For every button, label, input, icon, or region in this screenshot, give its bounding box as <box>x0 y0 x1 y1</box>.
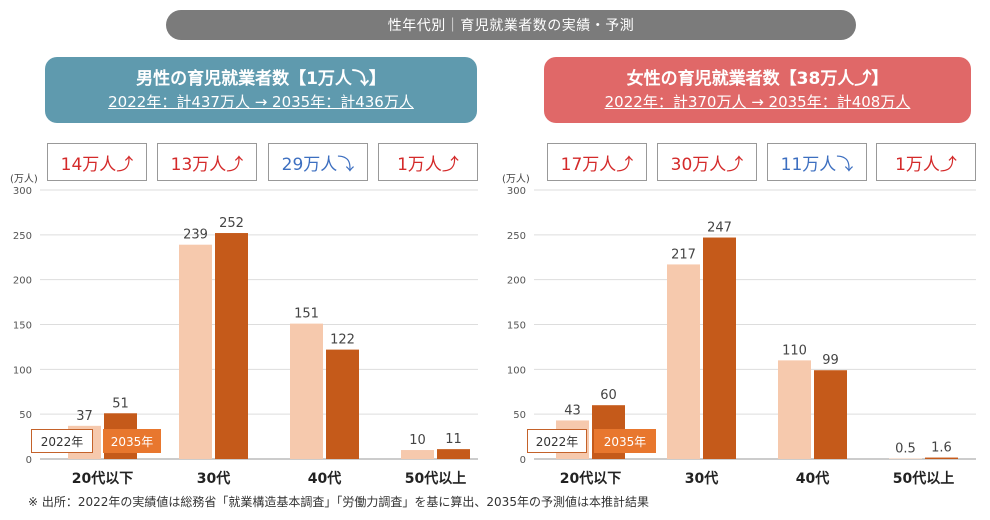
male-subtitle: 2022年：計437万人 → 2035年：計436万人 <box>108 93 414 111</box>
bar-2022 <box>778 360 811 459</box>
female-title: 女性の育児就業者数【38万人⤴】 <box>626 69 889 89</box>
bar-value-label: 0.5 <box>895 442 916 457</box>
y-tick-label: 250 <box>507 231 526 242</box>
x-category-label: 30代 <box>685 470 718 487</box>
bar-value-label: 60 <box>600 388 617 403</box>
charts-canvas: (万人)050100150200250300375120代以下23925230代… <box>10 173 976 487</box>
y-tick-label: 150 <box>507 321 526 332</box>
y-tick-label: 250 <box>13 231 32 242</box>
male-change-50s: 1万人⤴ <box>378 143 478 181</box>
legend-2035-female: 2035年 <box>594 429 656 453</box>
bar-2022 <box>667 264 700 459</box>
y-tick-label: 50 <box>19 410 32 421</box>
bar-value-label: 239 <box>183 228 208 243</box>
bar-value-label: 11 <box>445 432 462 447</box>
bar-2035 <box>925 457 958 459</box>
y-tick-label: 300 <box>13 186 32 197</box>
female-change-50s: 1万人⤴ <box>876 143 976 181</box>
male-change-40s: 29万人⤵ <box>268 143 368 181</box>
legend-2035-male: 2035年 <box>103 429 161 453</box>
x-category-label: 40代 <box>796 470 829 487</box>
page-title: 性年代別｜育児就業者数の実績・予測 <box>166 10 856 40</box>
female-subtitle: 2022年：計370万人 → 2035年：計408万人 <box>604 93 911 111</box>
y-tick-label: 300 <box>507 186 526 197</box>
female-header: 女性の育児就業者数【38万人⤴】 2022年：計370万人 → 2035年：計4… <box>544 57 971 123</box>
female-bar-chart: (万人) 0 50 100 150 200 250 300 43 60 20代以下 217 247 30代… <box>502 173 976 487</box>
male-header: 男性の育児就業者数【1万人⤵】 2022年：計437万人 → 2035年：計43… <box>45 57 477 123</box>
x-category-label: 20代以下 <box>560 470 621 487</box>
bar-value-label: 10 <box>409 433 426 448</box>
bar-value-label: 37 <box>76 409 93 424</box>
x-category-label: 50代以上 <box>405 470 466 487</box>
bar-value-label: 1.6 <box>931 441 952 456</box>
bar-2035 <box>326 349 359 459</box>
y-tick-label: 0 <box>26 455 32 466</box>
y-tick-label: 100 <box>13 365 32 376</box>
x-category-label: 30代 <box>197 470 230 487</box>
bar-value-label: 217 <box>671 247 696 262</box>
y-tick-label: 100 <box>507 365 526 376</box>
unit-label: (万人) <box>502 173 530 185</box>
female-change-20s: 17万人⤴ <box>547 143 647 181</box>
bar-value-label: 247 <box>707 221 732 236</box>
female-change-30s: 30万人⤴ <box>657 143 757 181</box>
x-category-label: 20代以下 <box>72 470 133 487</box>
bar-2022 <box>179 244 212 459</box>
y-tick-label: 0 <box>520 455 526 466</box>
unit-label: (万人) <box>10 173 38 185</box>
bar-value-label: 43 <box>564 403 581 418</box>
bar-value-label: 110 <box>782 343 807 358</box>
male-title: 男性の育児就業者数【1万人⤵】 <box>136 69 386 89</box>
bar-value-label: 151 <box>294 307 319 322</box>
bar-value-label: 122 <box>330 333 355 348</box>
footnote: ※ 出所：2022年の実績値は総務省「就業構造基本調査」「労働力調査」を基に算出… <box>28 495 649 509</box>
y-tick-label: 200 <box>507 276 526 287</box>
legend-2022-male: 2022年 <box>31 429 93 453</box>
y-tick-label: 50 <box>513 410 526 421</box>
male-change-30s: 13万人⤴ <box>157 143 257 181</box>
bar-2022 <box>290 323 323 459</box>
bar-2022 <box>401 450 434 459</box>
x-category-label: 50代以上 <box>893 470 954 487</box>
x-category-label: 40代 <box>308 470 341 487</box>
y-tick-label: 150 <box>13 321 32 332</box>
y-tick-label: 200 <box>13 276 32 287</box>
bar-2035 <box>437 449 470 459</box>
female-change-40s: 11万人⤵ <box>767 143 867 181</box>
bar-2035 <box>703 237 736 459</box>
bar-value-label: 99 <box>822 353 839 368</box>
male-change-20s: 14万人⤴ <box>47 143 147 181</box>
bar-2035 <box>814 370 847 459</box>
bar-2035 <box>215 233 248 459</box>
legend-2022-female: 2022年 <box>527 429 587 453</box>
bar-value-label: 252 <box>219 216 244 231</box>
bar-value-label: 51 <box>112 396 129 411</box>
